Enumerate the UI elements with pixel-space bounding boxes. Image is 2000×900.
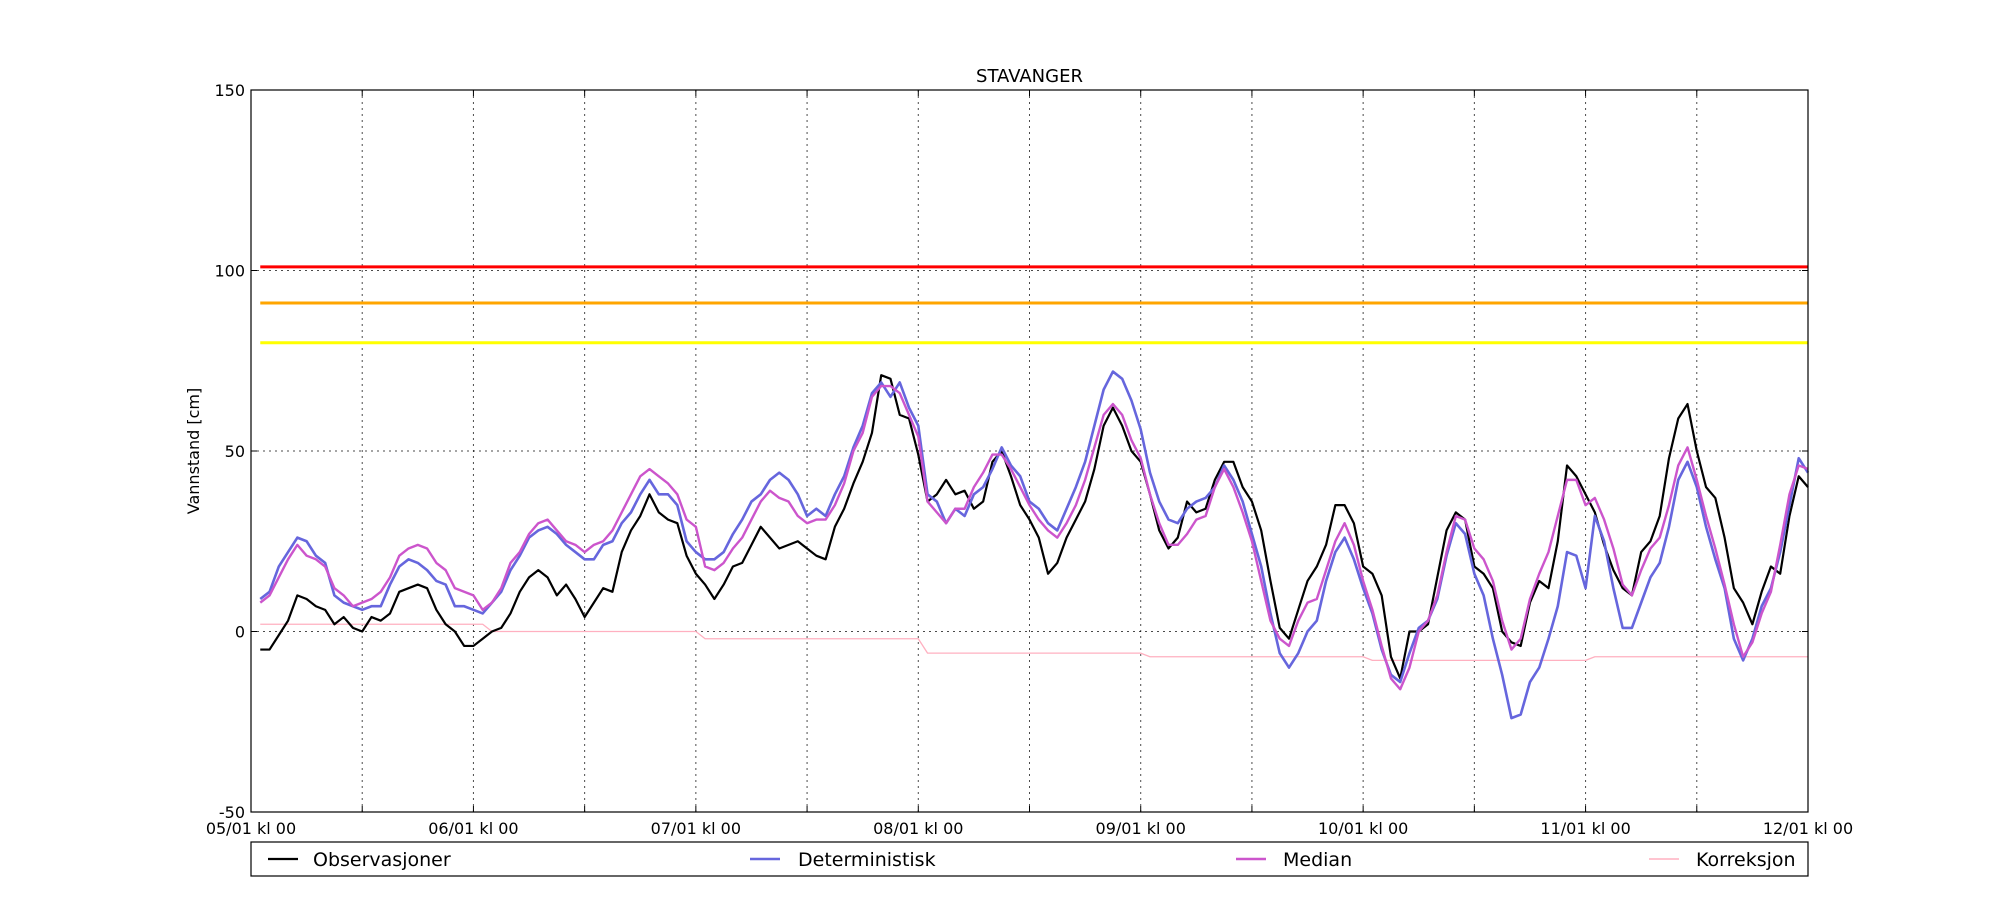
x-tick-label: 05/01 kl 00	[206, 819, 296, 838]
grid-lines	[251, 90, 1808, 812]
legend: Observasjoner Deterministisk Median Korreks…	[250, 841, 1809, 877]
x-tick-label: 08/01 kl 00	[873, 819, 963, 838]
series-line-median	[259, 384, 1809, 691]
y-tick-label: -50	[219, 803, 245, 822]
x-tick-label: 06/01 kl 00	[428, 819, 518, 838]
legend-label: Median	[1283, 849, 1352, 871]
series-line-observasjoner	[260, 374, 1809, 680]
series-line-korreksjon	[260, 623, 1808, 662]
x-tick-label: 09/01 kl 00	[1096, 819, 1186, 838]
y-tick-label: 150	[214, 81, 245, 100]
series-line-deterministisk	[259, 370, 1810, 720]
series-lines	[259, 370, 1810, 720]
legend-frame	[250, 841, 1809, 877]
x-tick-label: 10/01 kl 00	[1318, 819, 1408, 838]
x-tick-label: 11/01 kl 00	[1540, 819, 1630, 838]
legend-label: Observasjoner	[313, 849, 451, 871]
y-axis-label: Vannstand [cm]	[184, 388, 203, 514]
y-tick-label: 50	[225, 442, 245, 461]
legend-label: Korreksjon	[1696, 849, 1796, 871]
x-tick-label: 07/01 kl 00	[651, 819, 741, 838]
legend-items: Observasjoner Deterministisk Median Korreks…	[268, 849, 1796, 871]
legend-label: Deterministisk	[798, 849, 936, 871]
axis-ticks: -50 0 50 100 150 05/01 kl 00 06/01 kl 00 07/01 …	[206, 81, 1853, 838]
y-tick-label: 100	[214, 262, 245, 281]
y-tick-label: 0	[235, 623, 245, 642]
chart-title: STAVANGER	[976, 66, 1083, 87]
x-tick-label: 12/01 kl 00	[1763, 819, 1853, 838]
threshold-lines	[260, 265, 1808, 345]
